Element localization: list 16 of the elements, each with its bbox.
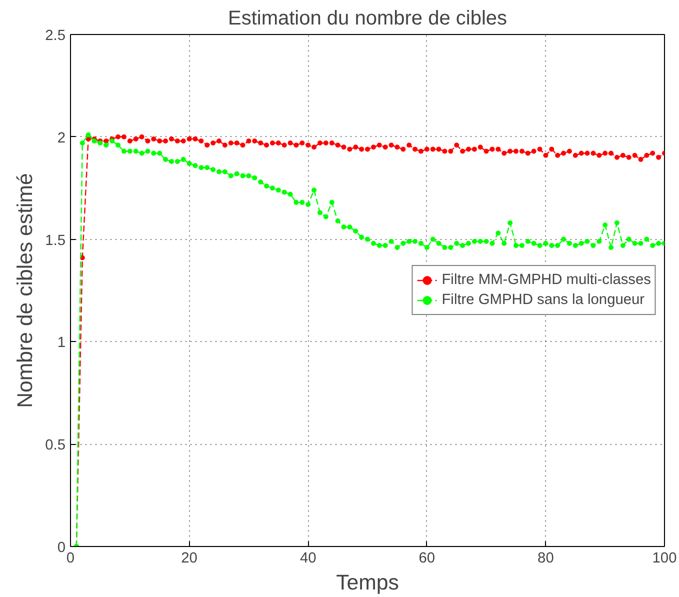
legend-label: Filtre GMPHD sans la longueur [442, 292, 645, 308]
legend-label: Filtre MM-GMPHD multi-classes [442, 272, 651, 288]
y-tick-label: 2 [57, 130, 66, 146]
y-axis-title: Nombre de cibles estimé [13, 173, 38, 408]
x-axis-title: Temps [336, 570, 399, 594]
x-tick-label: 20 [181, 550, 198, 566]
y-tick-label: 2.5 [45, 28, 66, 44]
x-tick-label: 100 [652, 550, 677, 566]
y-tick-label: 1 [57, 335, 66, 352]
y-tick-label: 1.5 [45, 232, 66, 249]
x-tick-label: 40 [300, 550, 316, 566]
y-tick-label: 0 [57, 540, 66, 556]
x-tick-label: 80 [538, 550, 554, 566]
y-tick-label: 0.5 [45, 438, 66, 454]
x-tick-label: 60 [418, 550, 436, 566]
chart-title: Estimation du nombre de cibles [228, 8, 508, 30]
